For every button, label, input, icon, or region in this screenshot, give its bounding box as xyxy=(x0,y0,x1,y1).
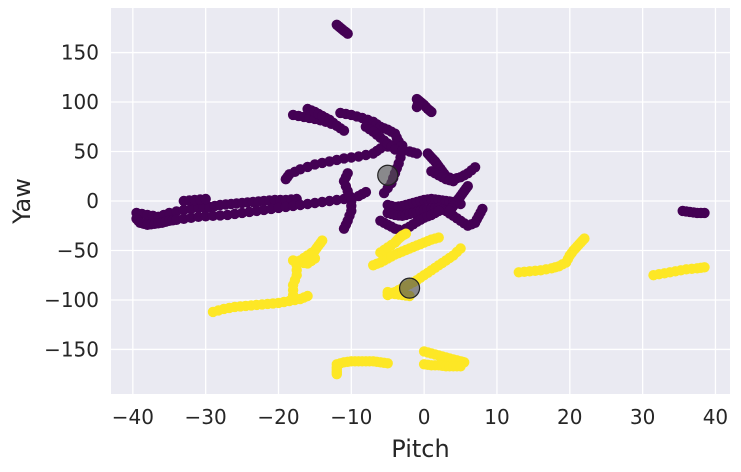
y-tick-label: 0 xyxy=(86,189,99,213)
point-cluster-0 xyxy=(378,187,390,199)
x-tick-label: 30 xyxy=(630,405,655,429)
point-cluster-0 xyxy=(448,176,459,187)
y-axis-label: Yaw xyxy=(8,178,36,225)
point-cluster-0 xyxy=(413,97,424,109)
point-cluster-1 xyxy=(455,361,466,372)
y-tick-label: 50 xyxy=(74,140,99,164)
point-cluster-0 xyxy=(338,223,350,234)
point-cluster-1 xyxy=(382,358,393,369)
x-tick-label: 20 xyxy=(557,405,582,429)
point-cluster-0 xyxy=(477,203,488,215)
point-cluster-1 xyxy=(400,228,412,239)
point-cluster-0 xyxy=(444,205,455,217)
x-axis-label: Pitch xyxy=(391,435,449,463)
point-cluster-1 xyxy=(331,369,342,380)
y-tick-label: −100 xyxy=(44,288,99,312)
x-tick-label: −10 xyxy=(330,405,372,429)
centroid-marker xyxy=(377,164,399,186)
centroid-marker xyxy=(398,277,421,299)
x-tick-label: −30 xyxy=(185,405,227,429)
x-tick-label: −40 xyxy=(112,405,154,429)
point-cluster-1 xyxy=(433,232,444,243)
point-cluster-1 xyxy=(579,233,590,244)
data-points xyxy=(131,19,710,380)
y-tick-label: 100 xyxy=(61,90,99,114)
point-cluster-0 xyxy=(433,205,444,217)
point-cluster-1 xyxy=(699,262,710,273)
y-tick-label: −150 xyxy=(44,337,99,361)
point-cluster-0 xyxy=(469,162,481,173)
x-tick-labels: −40 −30 −20 −10 0 10 20 30 40 xyxy=(112,405,728,429)
point-cluster-1 xyxy=(455,243,466,254)
x-tick-label: 40 xyxy=(703,405,728,429)
point-cluster-0 xyxy=(411,148,423,159)
centroid-markers xyxy=(377,164,421,299)
point-cluster-0 xyxy=(331,120,342,131)
x-tick-label: 10 xyxy=(484,405,509,429)
point-cluster-1 xyxy=(302,290,313,302)
x-tick-label: 0 xyxy=(418,405,431,429)
point-cluster-0 xyxy=(360,186,372,198)
y-tick-label: 150 xyxy=(61,41,99,65)
point-cluster-1 xyxy=(309,253,321,264)
point-cluster-0 xyxy=(342,28,353,39)
point-cluster-1 xyxy=(317,235,328,246)
y-tick-labels: −150 −100 −50 0 50 100 150 xyxy=(44,41,99,362)
y-tick-label: −50 xyxy=(57,238,99,262)
point-cluster-0 xyxy=(200,193,211,205)
point-cluster-0 xyxy=(699,207,710,219)
x-tick-label: −20 xyxy=(257,405,299,429)
point-cluster-0 xyxy=(426,106,437,118)
